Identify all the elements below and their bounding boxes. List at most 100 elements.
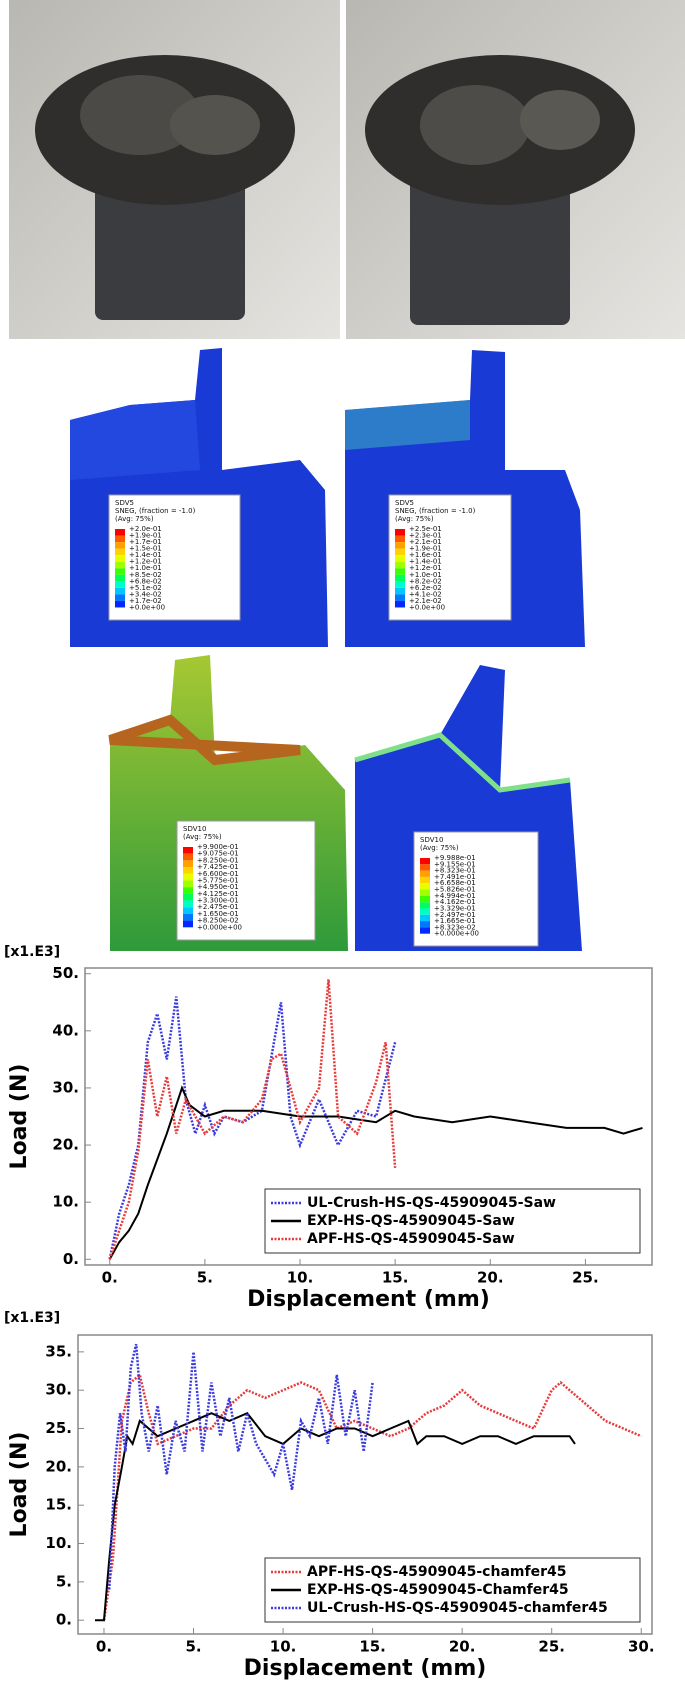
legend-swatch	[395, 542, 405, 549]
legend-box	[388, 494, 512, 621]
legend-swatch	[115, 568, 125, 575]
legend-swatch	[420, 902, 430, 909]
legend-swatch	[183, 893, 193, 901]
legend-value: +9.075e-01	[197, 850, 239, 858]
y-tick-label: 10.	[52, 1193, 79, 1211]
legend-variable: SDV5	[395, 499, 414, 507]
legend-swatch	[183, 920, 193, 928]
legend-value: +5.1e-02	[129, 584, 162, 592]
legend-swatch	[420, 876, 430, 884]
legend-label: UL-Crush-HS-QS-45909045-Saw	[307, 1195, 556, 1211]
x-tick-label: 10.	[270, 1638, 297, 1656]
legend-value: +1.6e-01	[409, 551, 442, 559]
legend-value: +6.8e-02	[129, 577, 162, 585]
legend-swatch	[395, 555, 405, 562]
y-tick-label: 35.	[45, 1342, 72, 1360]
legend-value: +2.475e-01	[197, 903, 239, 911]
legend-swatch	[183, 847, 193, 854]
y-tick-label: 10.	[45, 1534, 72, 1552]
x-tick-label: 0.	[96, 1638, 112, 1656]
legend-value: +1.5e-01	[129, 545, 162, 553]
legend-value: +1.7e-02	[129, 597, 162, 605]
legend-value: +1.9e-01	[129, 532, 162, 540]
x-axis-label: Displacement (mm)	[247, 1287, 490, 1312]
legend-box	[108, 494, 241, 621]
legend-swatch	[420, 889, 430, 896]
legend-value: +1.0e-01	[129, 564, 162, 572]
legend-value: +9.900e-01	[197, 843, 239, 851]
legend-swatch	[183, 867, 193, 874]
x-tick-label: 15.	[359, 1638, 386, 1656]
legend-label: APF-HS-QS-45909045-Saw	[307, 1231, 515, 1247]
legend-swatch	[395, 574, 405, 582]
legend-variable: SDV10	[183, 825, 206, 833]
legend-value: +1.7e-01	[129, 538, 162, 546]
legend-swatch	[115, 581, 125, 588]
legend-variable: SDV10	[420, 836, 443, 844]
legend-swatch	[395, 581, 405, 588]
x-tick-label: 10.	[287, 1269, 314, 1287]
legend-box	[413, 831, 539, 947]
legend-value: +1.2e-01	[129, 558, 162, 566]
legend-swatch	[183, 900, 193, 908]
legend-value: +0.000e+00	[197, 923, 242, 931]
legend-value: +2.1e-01	[409, 538, 442, 546]
legend-value: +4.162e-01	[434, 898, 476, 906]
legend-swatch	[395, 600, 405, 608]
x-tick-label: 20.	[449, 1638, 476, 1656]
axis-unit-note: [x1.E3]	[4, 1310, 60, 1326]
plot-frame	[77, 1334, 653, 1635]
legend-value: +4.125e-01	[197, 890, 239, 898]
legend-value: +4.950e-01	[197, 883, 239, 891]
legend-swatch	[420, 895, 430, 903]
x-tick-label: 25.	[572, 1269, 599, 1287]
legend-swatch	[115, 535, 125, 543]
legend-swatch	[183, 880, 193, 888]
legend-value: +1.4e-01	[129, 551, 162, 559]
legend-label: UL-Crush-HS-QS-45909045-chamfer45	[307, 1600, 608, 1616]
legend-value: +0.0e+00	[129, 603, 165, 611]
legend-swatch	[183, 860, 193, 868]
x-tick-label: 5.	[185, 1638, 201, 1656]
x-tick-label: 20.	[477, 1269, 504, 1287]
legend-value: +9.155e-01	[434, 860, 476, 868]
legend-label: EXP-HS-QS-45909045-Saw	[307, 1213, 515, 1229]
series-line	[108, 996, 397, 1260]
y-tick-label: 15.	[45, 1496, 72, 1514]
legend-swatch	[115, 548, 125, 556]
legend-swatch	[183, 887, 193, 894]
legend-swatch	[115, 555, 125, 562]
legend-value: +5.826e-01	[434, 886, 476, 894]
series-line	[108, 1085, 643, 1260]
legend-swatch	[115, 594, 125, 601]
x-tick-label: 5.	[197, 1269, 213, 1287]
legend-value: +5.775e-01	[197, 876, 239, 884]
legend-value: +3.329e-01	[434, 904, 476, 912]
legend-value: +7.491e-01	[434, 873, 476, 881]
y-tick-label: 20.	[45, 1457, 72, 1475]
legend-value: +2.1e-02	[409, 597, 442, 605]
legend-swatch	[420, 883, 430, 890]
legend-value: +6.658e-01	[434, 879, 476, 887]
legend-swatch	[420, 921, 430, 928]
plot-frame	[84, 967, 653, 1266]
legend-swatch	[115, 587, 125, 595]
legend-swatch	[183, 853, 193, 861]
legend-line: (Avg: 75%)	[115, 515, 154, 523]
legend-swatch	[395, 535, 405, 543]
legend-box	[176, 820, 316, 941]
legend-swatch	[183, 873, 193, 881]
legend-swatch	[420, 858, 430, 865]
legend-line: (Avg: 75%)	[395, 515, 434, 523]
legend-swatch	[395, 529, 405, 536]
legend-value: +8.5e-02	[129, 571, 162, 579]
legend-line: (Avg: 75%)	[183, 833, 222, 841]
series-line	[95, 1411, 576, 1622]
x-axis-label: Displacement (mm)	[244, 1656, 487, 1681]
legend-value: +2.497e-01	[434, 911, 476, 919]
legend-line: SNEG, (fraction = -1.0)	[115, 507, 196, 515]
x-tick-label: 15.	[382, 1269, 409, 1287]
legend-swatch	[395, 548, 405, 556]
